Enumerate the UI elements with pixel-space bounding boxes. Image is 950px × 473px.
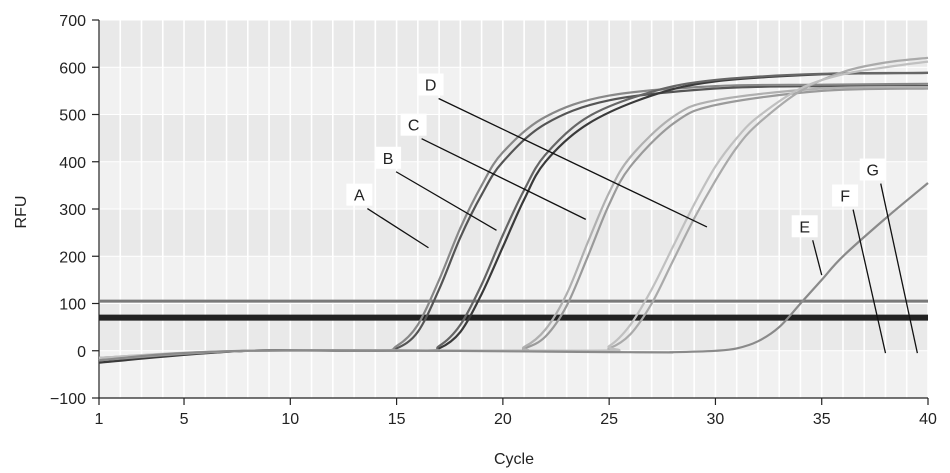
y-tick-label: 400 (59, 155, 86, 172)
annotation-leader-line (421, 138, 587, 220)
x-axis-title: Cycle (494, 451, 534, 468)
annotation-label: B (383, 151, 394, 168)
annotation-label-bg (400, 113, 427, 136)
annotation-leader-line (395, 171, 497, 231)
y-tick-label: 500 (59, 108, 86, 125)
y-tick-label: 100 (59, 297, 86, 314)
x-tick-label: 40 (919, 411, 937, 428)
annotation-leader-line (880, 183, 919, 354)
annotation-label-bg (859, 158, 886, 181)
x-tick-label: 5 (180, 411, 189, 428)
annotation-label: A (354, 188, 365, 205)
background-band (99, 256, 928, 304)
x-tick-label: 20 (494, 411, 512, 428)
axes (92, 19, 929, 405)
y-tick-label: 300 (59, 202, 86, 219)
y-tick-label: −100 (50, 391, 86, 408)
y-tick-label: 200 (59, 249, 86, 266)
annotation-leader-line (438, 97, 708, 228)
background-band (99, 20, 928, 68)
background-band (99, 350, 928, 398)
annotation-label: G (867, 163, 879, 180)
x-tick-label: 30 (707, 411, 725, 428)
annotation-label: F (840, 189, 850, 206)
annotation-label: C (408, 118, 420, 135)
x-tick-label: 1 (95, 411, 104, 428)
annotation-label: D (425, 78, 437, 95)
y-tick-label: 600 (59, 60, 86, 77)
background-band (99, 114, 928, 162)
amplification-curves (98, 56, 929, 364)
annotation-leader-line (852, 209, 887, 354)
background-band (99, 209, 928, 257)
amplification-curve (98, 182, 929, 362)
vertical-gridlines (98, 19, 929, 399)
y-axis-title: RFU (13, 196, 30, 229)
y-tick-label: 0 (77, 344, 86, 361)
plot-background (99, 20, 928, 398)
annotation-leader-line (367, 208, 429, 249)
curve-annotations: A BC D E FG (346, 73, 919, 354)
x-tick-label: 35 (813, 411, 831, 428)
annotation-label-bg (375, 146, 402, 169)
threshold-lines (99, 299, 928, 321)
annotation-leader-line (812, 240, 823, 276)
x-tick-label: 15 (388, 411, 406, 428)
background-band (99, 303, 928, 351)
y-tick-label: 700 (59, 13, 86, 30)
annotation-label-bg (791, 215, 818, 238)
annotation-label-bg (417, 73, 444, 96)
annotation-label: E (799, 219, 810, 236)
annotation-label-bg (346, 183, 373, 206)
x-tick-label: 25 (600, 411, 618, 428)
background-band (99, 161, 928, 209)
x-tick-label: 10 (281, 411, 299, 428)
annotation-label-bg (832, 184, 859, 207)
